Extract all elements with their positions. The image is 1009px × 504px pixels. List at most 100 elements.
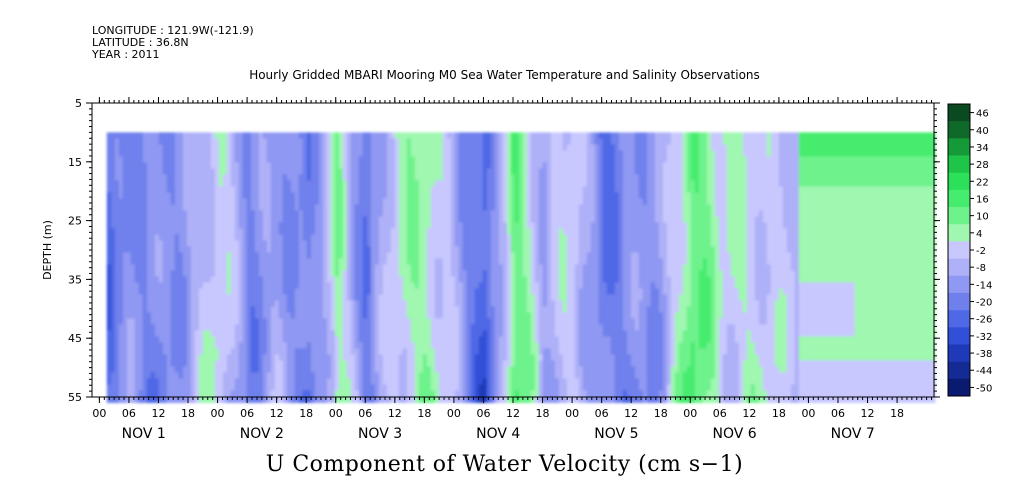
heatmap-cell — [434, 282, 440, 289]
heatmap-cell — [238, 342, 244, 349]
heatmap-cell — [418, 270, 424, 277]
heatmap-cell — [250, 216, 256, 223]
heatmap-cell — [530, 198, 536, 205]
heatmap-cell — [106, 306, 112, 313]
heatmap-cell — [190, 204, 196, 211]
heatmap-cell — [162, 300, 168, 307]
heatmap-cell — [334, 132, 340, 139]
heatmap-cell — [206, 192, 212, 199]
heatmap-cell — [530, 240, 536, 247]
heatmap-cell — [110, 150, 116, 157]
heatmap-cell — [462, 270, 468, 277]
heatmap-cell — [302, 300, 308, 307]
heatmap-cell — [514, 366, 520, 373]
heatmap-cell — [150, 300, 156, 307]
heatmap-cell — [222, 228, 228, 235]
heatmap-cell — [178, 318, 184, 325]
heatmap-cell — [154, 384, 160, 391]
heatmap-cell — [142, 282, 148, 289]
heatmap-cell — [538, 168, 544, 175]
heatmap-cell — [298, 390, 304, 397]
heatmap-cell — [166, 336, 172, 343]
heatmap-cell — [126, 288, 132, 295]
heatmap-cell — [422, 312, 428, 319]
heatmap-cell — [222, 342, 228, 349]
heatmap-cell — [114, 156, 120, 163]
heatmap-cell — [278, 162, 284, 169]
heatmap-cell — [206, 366, 212, 373]
heatmap-cell — [118, 138, 124, 145]
heatmap-cell — [446, 336, 452, 343]
heatmap-cell — [222, 318, 228, 325]
heatmap-cell — [242, 300, 248, 307]
heatmap-cell — [206, 300, 212, 307]
heatmap-cell — [386, 156, 392, 163]
heatmap-cell — [534, 210, 540, 217]
heatmap-cell — [534, 246, 540, 253]
heatmap-cell — [494, 342, 500, 349]
heatmap-cell — [358, 270, 364, 277]
heatmap-cell — [322, 294, 328, 301]
heatmap-cell — [326, 282, 332, 289]
heatmap-cell — [238, 252, 244, 259]
heatmap-cell — [230, 198, 236, 205]
heatmap-cell — [110, 366, 116, 373]
heatmap-cell — [450, 312, 456, 319]
heatmap-cell — [194, 192, 200, 199]
heatmap-cell — [334, 336, 340, 343]
heatmap-cell — [498, 360, 504, 367]
heatmap-cell — [458, 216, 464, 223]
heatmap-cell — [394, 186, 400, 193]
heatmap-cell — [270, 174, 276, 181]
heatmap-cell — [114, 396, 120, 403]
heatmap-cell — [434, 162, 440, 169]
heatmap-cell — [418, 282, 424, 289]
heatmap-cell — [486, 270, 492, 277]
heatmap-cell — [458, 174, 464, 181]
heatmap-cell — [534, 288, 540, 295]
heatmap-cell — [246, 240, 252, 247]
heatmap-cell — [310, 228, 316, 235]
heatmap-cell — [518, 174, 524, 181]
heatmap-cell — [138, 252, 144, 259]
heatmap-cell — [286, 294, 292, 301]
heatmap-cell — [238, 228, 244, 235]
heatmap-cell — [438, 276, 444, 283]
heatmap-cell — [170, 384, 176, 391]
heatmap-cell — [222, 366, 228, 373]
heatmap-cell — [486, 174, 492, 181]
heatmap-cell — [254, 300, 260, 307]
heatmap-cell — [354, 300, 360, 307]
heatmap-cell — [442, 234, 448, 241]
heatmap-cell — [182, 168, 188, 175]
heatmap-cell — [386, 318, 392, 325]
heatmap-cell — [354, 294, 360, 301]
heatmap-cell — [538, 204, 544, 211]
heatmap-cell — [278, 324, 284, 331]
heatmap-cell — [234, 258, 240, 265]
heatmap-cell — [342, 294, 348, 301]
heatmap-cell — [110, 240, 116, 247]
heatmap-cell — [254, 360, 260, 367]
heatmap-cell — [162, 138, 168, 145]
heatmap-cell — [194, 234, 200, 241]
heatmap-cell — [178, 372, 184, 379]
heatmap-cell — [222, 360, 228, 367]
heatmap-cell — [526, 156, 532, 163]
heatmap-cell — [154, 312, 160, 319]
heatmap-cell — [490, 222, 496, 229]
heatmap-cell — [330, 228, 336, 235]
heatmap-cell — [522, 288, 528, 295]
heatmap-cell — [206, 186, 212, 193]
heatmap-cell — [498, 132, 504, 139]
heatmap-cell — [122, 270, 128, 277]
heatmap-cell — [302, 204, 308, 211]
heatmap-cell — [230, 252, 236, 259]
heatmap-cell — [146, 390, 152, 397]
heatmap-cell — [250, 132, 256, 139]
heatmap-cell — [190, 198, 196, 205]
heatmap-cell — [446, 144, 452, 151]
heatmap-cell — [178, 378, 184, 385]
heatmap-cell — [346, 324, 352, 331]
heatmap-cell — [250, 210, 256, 217]
